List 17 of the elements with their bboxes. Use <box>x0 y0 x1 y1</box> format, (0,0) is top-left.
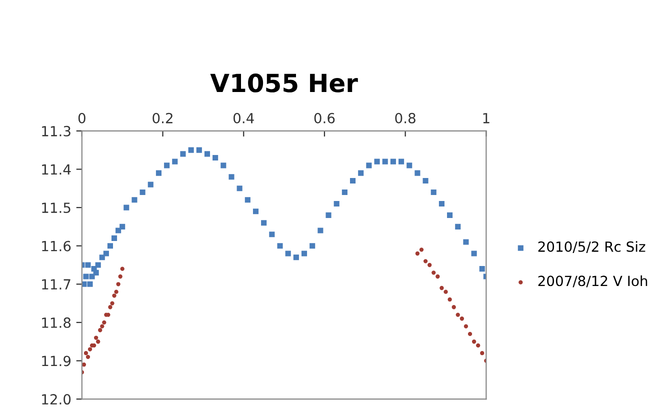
x-tick-label: 0.6 <box>314 112 335 124</box>
y-tick-label: 11.9 <box>42 356 71 366</box>
y-tick-label: 11.7 <box>42 279 70 290</box>
y-tick-label: 11.8 <box>42 317 71 328</box>
x-tick-label: 0.2 <box>152 112 172 124</box>
y-tick-label: 11.3 <box>42 126 70 136</box>
chart-title: V1055 Her <box>210 73 358 92</box>
x-tick-label: 0.8 <box>395 112 416 124</box>
x-tick-label: 0.4 <box>233 112 254 124</box>
legend-label: 2010/5/2 Rc Siz <box>538 241 646 253</box>
x-tick-label: 1 <box>483 113 490 124</box>
legend-label: 2007/8/12 V Ioh <box>538 275 648 288</box>
y-tick-label: 11.6 <box>42 240 71 252</box>
y-tick-label: 11.5 <box>42 202 70 214</box>
x-tick-label: 0 <box>78 112 86 124</box>
y-tick-label: 11.4 <box>42 164 71 175</box>
y-tick-label: 12.0 <box>42 394 71 405</box>
